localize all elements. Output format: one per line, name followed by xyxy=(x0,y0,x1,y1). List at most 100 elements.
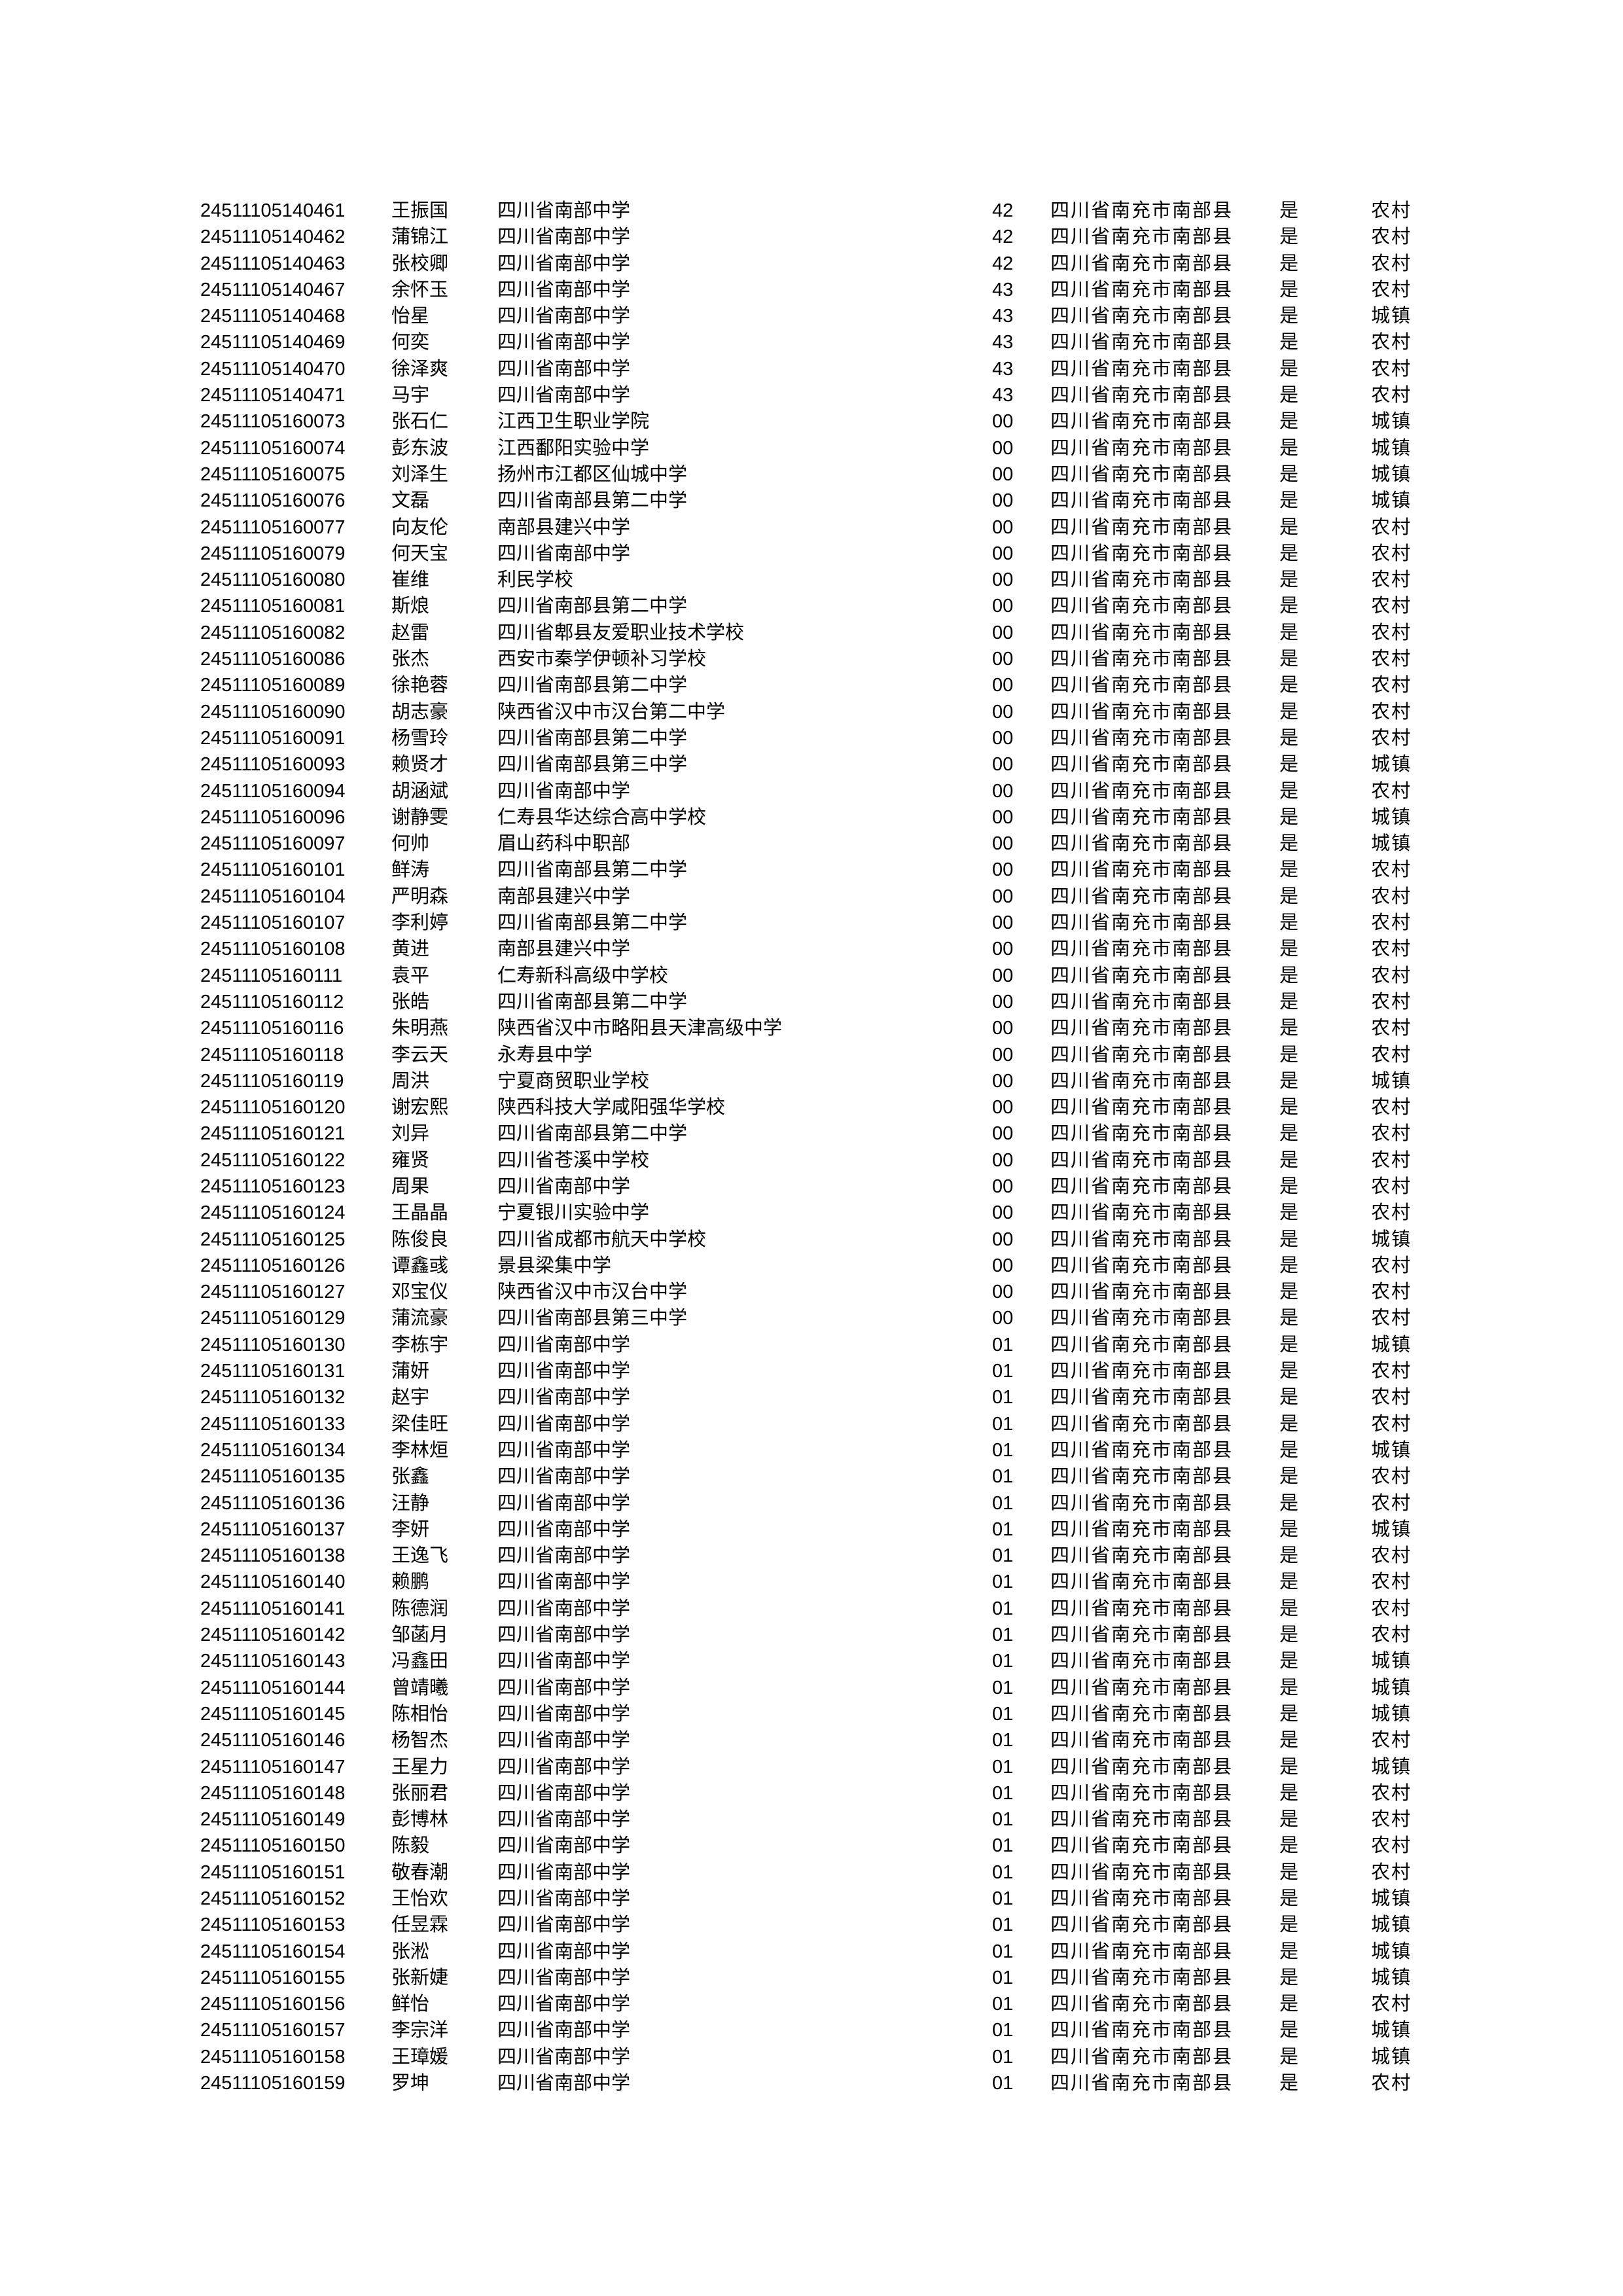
code-cell: 01 xyxy=(992,1941,1014,1962)
student-name-cell: 鲜怡 xyxy=(391,1994,430,2015)
flag-cell: 是 xyxy=(1279,991,1299,1013)
student-name-cell: 何天宝 xyxy=(391,543,449,564)
student-name-cell: 黄进 xyxy=(391,939,430,960)
student-id-cell: 24511105160075 xyxy=(200,463,346,485)
student-name-cell: 李利婷 xyxy=(391,912,449,934)
code-cell: 00 xyxy=(992,543,1014,564)
school-cell: 四川省南部县第二中学 xyxy=(497,596,688,617)
school-cell: 四川省南部中学 xyxy=(497,1967,631,1988)
code-cell: 00 xyxy=(992,569,1014,591)
student-id-cell: 24511105160096 xyxy=(200,806,346,828)
residence-type-cell: 农村 xyxy=(1371,1149,1412,1171)
student-name-cell: 杨智杰 xyxy=(391,1730,449,1751)
school-cell: 四川省苍溪中学校 xyxy=(497,1149,650,1171)
residence-type-cell: 城镇 xyxy=(1371,833,1412,855)
school-cell: 四川省南部中学 xyxy=(497,1571,631,1593)
residence-type-cell: 农村 xyxy=(1371,1492,1412,1514)
code-cell: 01 xyxy=(992,1598,1014,1619)
student-name-cell: 张皓 xyxy=(391,991,430,1013)
student-name-cell: 马宇 xyxy=(391,385,430,406)
flag-cell: 是 xyxy=(1279,806,1299,828)
address-cell: 四川省南充市南部县 xyxy=(1050,2073,1234,2094)
student-name-cell: 敬春潮 xyxy=(391,1861,449,1883)
address-cell: 四川省南充市南部县 xyxy=(1050,780,1234,802)
address-cell: 四川省南充市南部县 xyxy=(1050,991,1234,1013)
table-row: 24511105160076 文磊 四川省南部县第二中学 00 四川省南充市南部县 是 城镇 xyxy=(0,488,1623,514)
student-id-cell: 24511105160138 xyxy=(200,1545,346,1567)
residence-type-cell: 农村 xyxy=(1371,2073,1412,2094)
residence-type-cell: 城镇 xyxy=(1371,1967,1412,1988)
school-cell: 扬州市江都区仙城中学 xyxy=(497,463,688,485)
table-row: 24511105140467 余怀玉 四川省南部中学 43 四川省南充市南部县 是 农村 xyxy=(0,277,1623,303)
residence-type-cell: 农村 xyxy=(1371,1282,1412,1303)
school-cell: 四川省南部中学 xyxy=(497,1492,631,1514)
student-id-cell: 24511105160073 xyxy=(200,411,346,433)
school-cell: 宁夏商贸职业学校 xyxy=(497,1070,650,1092)
student-id-cell: 24511105160089 xyxy=(200,675,346,696)
address-cell: 四川省南充市南部县 xyxy=(1050,1439,1234,1461)
student-id-cell: 24511105160148 xyxy=(200,1782,346,1804)
residence-type-cell: 城镇 xyxy=(1371,806,1412,828)
residence-type-cell: 农村 xyxy=(1371,649,1412,670)
residence-type-cell: 农村 xyxy=(1371,991,1412,1013)
table-row: 24511105160133 梁佳旺 四川省南部中学 01 四川省南充市南部县 是 农村 xyxy=(0,1411,1623,1437)
address-cell: 四川省南充市南部县 xyxy=(1050,649,1234,670)
residence-type-cell: 农村 xyxy=(1371,1387,1412,1408)
school-cell: 四川省南部县第二中学 xyxy=(497,675,688,696)
school-cell: 四川省南部中学 xyxy=(497,306,631,327)
address-cell: 四川省南充市南部县 xyxy=(1050,1149,1234,1171)
code-cell: 00 xyxy=(992,1070,1014,1092)
school-cell: 四川省南部中学 xyxy=(497,1756,631,1778)
residence-type-cell: 农村 xyxy=(1371,596,1412,617)
student-name-cell: 徐泽爽 xyxy=(391,358,449,380)
student-id-cell: 24511105160126 xyxy=(200,1255,346,1276)
student-name-cell: 蒲妍 xyxy=(391,1361,430,1382)
school-cell: 四川省南部县第二中学 xyxy=(497,727,688,749)
residence-type-cell: 农村 xyxy=(1371,1598,1412,1619)
student-name-cell: 怡星 xyxy=(391,306,430,327)
student-id-cell: 24511105160125 xyxy=(200,1229,346,1250)
address-cell: 四川省南充市南部县 xyxy=(1050,1018,1234,1039)
flag-cell: 是 xyxy=(1279,1070,1299,1092)
student-id-cell: 24511105160082 xyxy=(200,622,346,643)
table-row: 24511105160137 李妍 四川省南部中学 01 四川省南充市南部县 是 城镇 xyxy=(0,1516,1623,1543)
code-cell: 00 xyxy=(992,701,1014,723)
flag-cell: 是 xyxy=(1279,490,1299,512)
table-row: 24511105160107 李利婷 四川省南部县第二中学 00 四川省南充市南部县 是 农… xyxy=(0,910,1623,936)
code-cell: 01 xyxy=(992,2073,1014,2094)
table-row: 24511105160086 张杰 西安市秦学伊顿补习学校 00 四川省南充市南部县 是 农… xyxy=(0,646,1623,672)
school-cell: 四川省南部中学 xyxy=(497,1994,631,2015)
student-name-cell: 朱明燕 xyxy=(391,1018,449,1039)
code-cell: 43 xyxy=(992,358,1014,380)
table-row: 24511105160108 黄进 南部县建兴中学 00 四川省南充市南部县 是 农村 xyxy=(0,936,1623,962)
flag-cell: 是 xyxy=(1279,1097,1299,1119)
student-id-cell: 24511105160123 xyxy=(200,1175,346,1197)
flag-cell: 是 xyxy=(1279,727,1299,749)
student-id-cell: 24511105160107 xyxy=(200,912,346,934)
residence-type-cell: 城镇 xyxy=(1371,2046,1412,2068)
student-name-cell: 彭博林 xyxy=(391,1809,449,1831)
code-cell: 00 xyxy=(992,833,1014,855)
residence-type-cell: 城镇 xyxy=(1371,1941,1412,1962)
flag-cell: 是 xyxy=(1279,1598,1299,1619)
school-cell: 陕西省汉中市汉台第二中学 xyxy=(497,701,726,723)
student-id-cell: 24511105160081 xyxy=(200,596,346,617)
table-row: 24511105160094 胡涵斌 四川省南部中学 00 四川省南充市南部县 是 农村 xyxy=(0,778,1623,804)
table-row: 24511105160119 周洪 宁夏商贸职业学校 00 四川省南充市南部县 是 城镇 xyxy=(0,1068,1623,1094)
address-cell: 四川省南充市南部县 xyxy=(1050,1361,1234,1382)
table-row: 24511105160142 邹菡月 四川省南部中学 01 四川省南充市南部县 是 农村 xyxy=(0,1622,1623,1648)
address-cell: 四川省南充市南部县 xyxy=(1050,1202,1234,1224)
flag-cell: 是 xyxy=(1279,2046,1299,2068)
flag-cell: 是 xyxy=(1279,1703,1299,1725)
table-row: 24511105160123 周果 四川省南部中学 00 四川省南充市南部县 是 农村 xyxy=(0,1174,1623,1200)
code-cell: 01 xyxy=(992,1994,1014,2015)
student-name-cell: 雍贤 xyxy=(391,1149,430,1171)
school-cell: 四川省南部中学 xyxy=(497,385,631,406)
student-id-cell: 24511105160079 xyxy=(200,543,346,564)
address-cell: 四川省南充市南部县 xyxy=(1050,1782,1234,1804)
flag-cell: 是 xyxy=(1279,1518,1299,1540)
school-cell: 四川省南部中学 xyxy=(497,1466,631,1488)
residence-type-cell: 农村 xyxy=(1371,569,1412,591)
table-row: 24511105160154 张淞 四川省南部中学 01 四川省南充市南部县 是 城镇 xyxy=(0,1939,1623,1965)
student-name-cell: 王璋媛 xyxy=(391,2046,449,2068)
